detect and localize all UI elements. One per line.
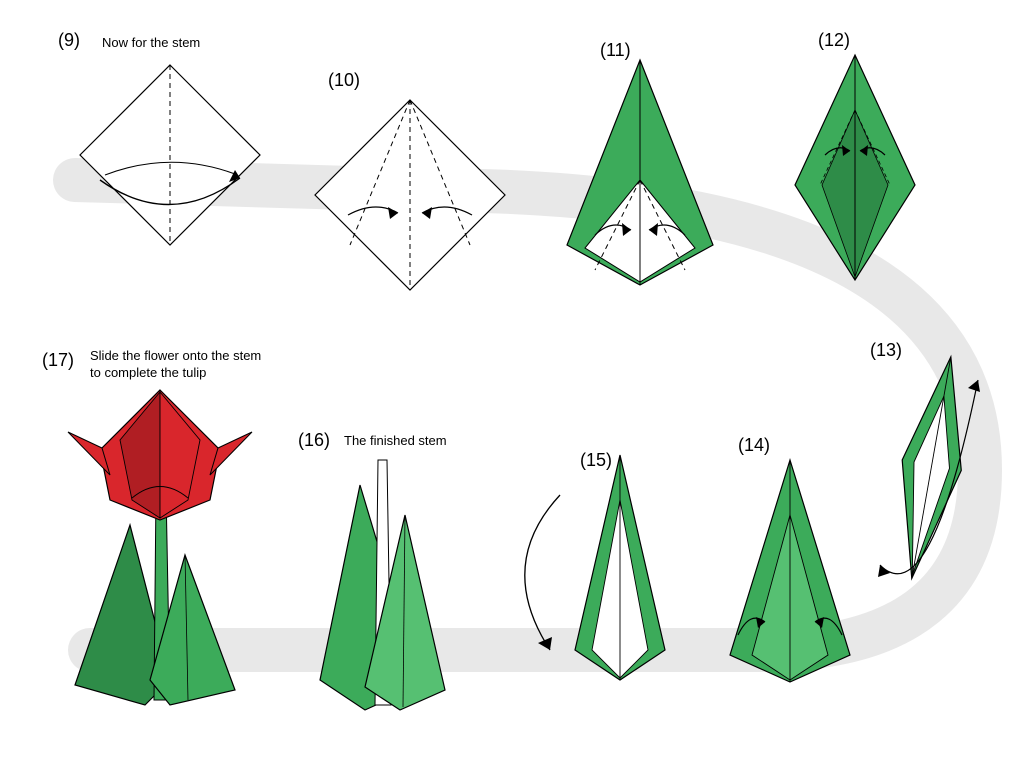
step-11-label: (11) [600,40,631,61]
step-13-shape [860,355,1000,615]
step-12-shape [790,55,920,285]
step-10-shape [310,95,510,295]
step-17-text: Slide the flower onto the stem to comple… [90,348,265,382]
step-14-label: (14) [738,435,770,456]
step-16-label: (16) [298,430,330,451]
step-9-label: (9) [58,30,80,51]
step-16-text: The finished stem [344,433,504,450]
step-12-label: (12) [818,30,850,51]
step-9-shape [75,60,265,250]
step-16-shape [305,455,465,715]
step-11-shape [555,60,725,290]
step-10-label: (10) [328,70,360,91]
step-14-shape [720,460,860,690]
step-9-text: Now for the stem [102,35,262,52]
step-15-shape [500,455,690,695]
step-17-shape [60,380,260,710]
step-17-label: (17) [42,350,74,371]
